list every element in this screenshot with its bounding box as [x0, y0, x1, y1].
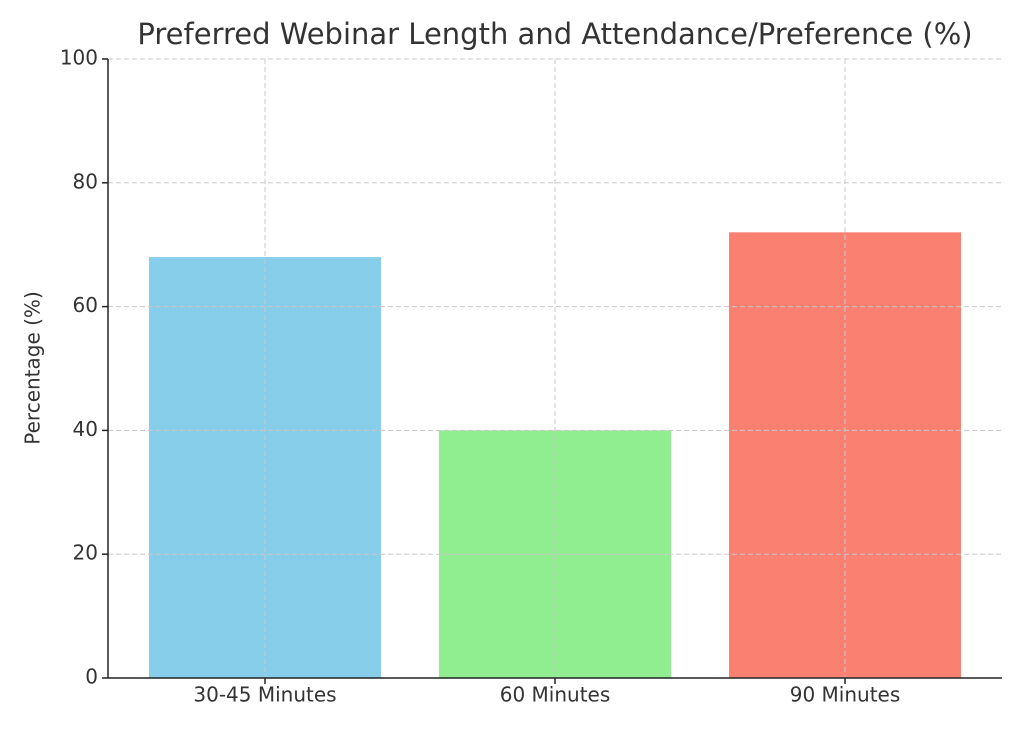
y-tick-label: 40: [73, 417, 98, 441]
y-tick-label: 0: [85, 665, 98, 689]
chart-title: Preferred Webinar Length and Attendance/…: [137, 17, 972, 51]
y-tick-label: 60: [73, 293, 98, 317]
y-tick-label: 20: [73, 541, 98, 565]
y-axis-label: Percentage (%): [21, 291, 45, 444]
y-tick-label: 100: [60, 46, 98, 70]
y-tick-label: 80: [73, 169, 98, 193]
x-tick-label: 60 Minutes: [500, 683, 611, 707]
x-tick-label: 90 Minutes: [790, 683, 901, 707]
x-tick-label: 30-45 Minutes: [193, 683, 336, 707]
